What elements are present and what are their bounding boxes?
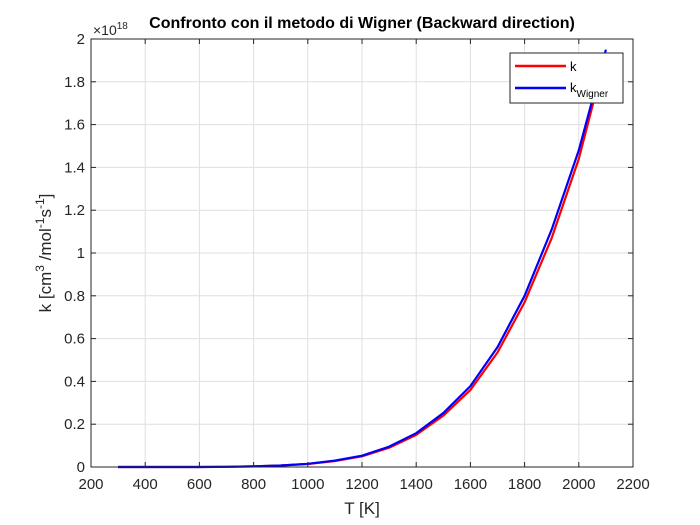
y-tick-label: 1.8: [64, 74, 85, 91]
y-label-prefix: k [cm: [36, 272, 55, 313]
x-axis: 200 400 600 800 1000 1200 1400 1600 1800 2000 2200: [78, 39, 650, 493]
y-label-mid1: /mol: [36, 228, 55, 265]
y-axis: 0 0.2 0.4 0.6 0.8 1 1.2 1.4 1.6 1.8 2: [64, 31, 633, 476]
x-tick-label: 1200: [345, 476, 378, 493]
y-axis-exponent-base: ×10: [93, 22, 117, 38]
x-tick-label: 2200: [616, 476, 649, 493]
y-tick-label: 0.2: [64, 416, 85, 433]
x-tick-label: 800: [241, 476, 266, 493]
y-tick-label: 1.4: [64, 159, 85, 176]
x-tick-label: 1600: [454, 476, 487, 493]
legend-label-wigner-sub: Wigner: [577, 89, 609, 100]
y-tick-label: 0: [77, 459, 85, 476]
x-axis-label: T [K]: [344, 499, 380, 518]
y-label-sup3: -1: [33, 198, 47, 209]
y-label-sup1: 3: [33, 265, 47, 272]
y-tick-label: 1.2: [64, 202, 85, 219]
y-tick-label: 0.8: [64, 288, 85, 305]
y-label-suffix: ]: [36, 194, 55, 199]
y-axis-label: k [cm3 /mol-1s-1]: [33, 194, 55, 313]
y-tick-label: 2: [77, 31, 85, 48]
y-axis-exponent-power: 18: [117, 21, 129, 32]
x-tick-label: 2000: [562, 476, 595, 493]
legend-label-k: k: [570, 59, 577, 74]
legend-label-wigner-main: k: [570, 80, 577, 95]
y-tick-label: 1.6: [64, 117, 85, 134]
y-tick-label: 0.6: [64, 331, 85, 348]
legend: k kWigner: [509, 52, 624, 104]
x-tick-label: 1400: [400, 476, 433, 493]
x-tick-label: 1800: [508, 476, 541, 493]
x-tick-label: 600: [187, 476, 212, 493]
chart-title: Confronto con il metodo di Wigner (Backw…: [149, 15, 575, 32]
y-tick-label: 0.4: [64, 373, 85, 390]
x-tick-label: 200: [78, 476, 103, 493]
x-tick-label: 1000: [291, 476, 324, 493]
legend-label-wigner: kWigner: [570, 80, 609, 100]
y-tick-label: 1: [77, 245, 85, 262]
y-label-sup2: -1: [33, 217, 47, 228]
y-label-mid2: s: [36, 209, 55, 218]
y-axis-exponent: ×1018: [93, 21, 128, 38]
x-tick-label: 400: [133, 476, 158, 493]
legend-box: [509, 52, 624, 104]
